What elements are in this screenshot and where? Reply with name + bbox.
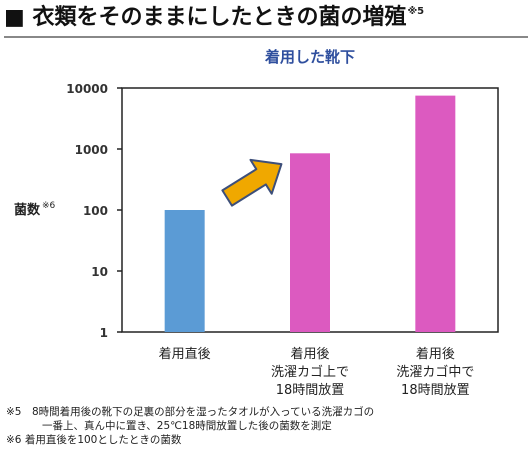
up-right-arrow-icon <box>221 158 283 207</box>
footnotes: ※5 8時間着用後の靴下の足裏の部分を湿ったタオルが入っている洗濯カゴの 一番上… <box>6 405 526 447</box>
x-category-label-2: 18時間放置 <box>276 383 345 398</box>
x-category-label-3: 洗濯カゴ中で <box>396 364 474 380</box>
x-category-label-3: 着用後 <box>416 346 455 362</box>
y-tick-label: 10 <box>91 265 108 279</box>
x-category-label-2: 洗濯カゴ上で <box>271 364 349 380</box>
y-tick-label: 1000 <box>75 143 108 157</box>
page-heading: ■ 衣類をそのままにしたときの菌の増殖※5 <box>4 2 528 38</box>
x-category-label-1: 着用直後 <box>159 346 211 362</box>
x-category-label-3: 18時間放置 <box>401 383 470 398</box>
y-tick-label: 10000 <box>66 82 108 96</box>
x-category-label-2: 着用後 <box>290 346 329 362</box>
page-title: ■ 衣類をそのままにしたときの菌の増殖 <box>4 5 407 30</box>
footnote-5-line-1: ※5 8時間着用後の靴下の足裏の部分を湿ったタオルが入っている洗濯カゴの <box>6 406 375 418</box>
title-footnote-mark: ※5 <box>407 6 425 17</box>
y-tick-label: 1 <box>100 326 108 340</box>
chart-title: 着用した靴下 <box>264 48 355 66</box>
footnote-6: ※6 着用直後を100としたときの菌数 <box>6 434 182 446</box>
y-axis-label: 菌数 <box>14 202 41 218</box>
bar-2 <box>290 153 330 332</box>
bar-1 <box>164 210 205 332</box>
arrow-shape <box>221 158 283 207</box>
bar-3 <box>415 95 456 332</box>
y-tick-label: 100 <box>83 204 108 218</box>
footnote-5-line-2: 一番上、真ん中に置き、25℃18時間放置した後の菌数を測定 <box>42 420 332 432</box>
y-axis-label-mark: ※6 <box>42 201 56 211</box>
